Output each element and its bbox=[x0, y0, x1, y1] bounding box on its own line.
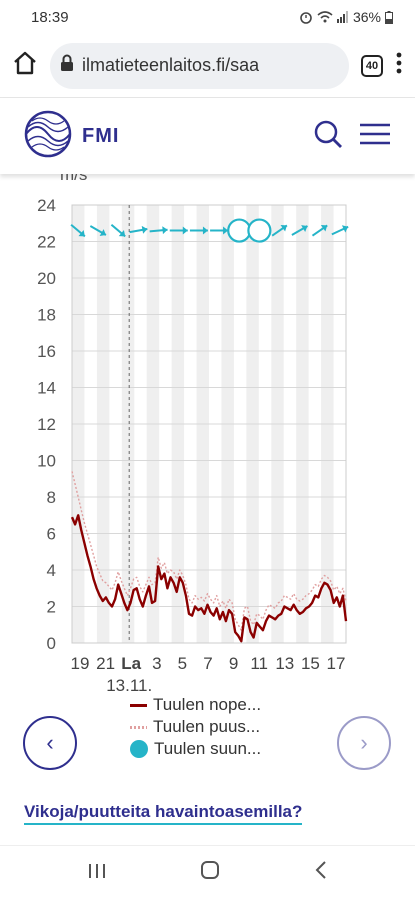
next-button[interactable]: › bbox=[337, 716, 391, 770]
previous-button[interactable]: ‹ bbox=[23, 716, 77, 770]
x-tick-label: 3 bbox=[152, 654, 161, 673]
y-tick-label: 24 bbox=[37, 196, 56, 215]
x-tick-label: 15 bbox=[301, 654, 320, 673]
x-tick-label: 7 bbox=[203, 654, 212, 673]
arrow-head bbox=[223, 226, 229, 235]
y-tick-label: 2 bbox=[47, 598, 56, 617]
legend-item-speed[interactable]: Tuulen nope... bbox=[130, 694, 261, 716]
arrow-head bbox=[280, 224, 287, 232]
android-nav-bar bbox=[0, 845, 415, 900]
recent-apps-icon[interactable] bbox=[87, 860, 107, 886]
x-tick-label: 21 bbox=[96, 654, 115, 673]
wind-chart: m/s 0 2 4 6 8 10 12 14 16 18 20 22 24 19 21 La 3 5 7 9 11 13 1… bbox=[0, 160, 415, 705]
arrow-head bbox=[341, 225, 349, 233]
wind-direction-arrow bbox=[149, 226, 168, 235]
battery-percent: 36% bbox=[352, 9, 381, 25]
legend-circle-icon bbox=[130, 740, 148, 758]
x-tick-label: 19 bbox=[71, 654, 90, 673]
wind-direction-arrow bbox=[169, 226, 188, 235]
day-label: 13.11. bbox=[106, 676, 152, 695]
station-faults-link[interactable]: Vikoja/puutteita havaintoasemilla? bbox=[24, 802, 303, 825]
arrow-head bbox=[301, 225, 308, 233]
site-header: FMI bbox=[0, 98, 415, 174]
more-menu-icon[interactable] bbox=[395, 52, 403, 79]
y-tick-label: 14 bbox=[37, 379, 56, 398]
wind-direction-arrow bbox=[189, 226, 208, 235]
chart-legend: Tuulen nope... Tuulen puus... Tuulen suu… bbox=[130, 694, 261, 760]
wind-direction-arrow bbox=[291, 225, 308, 236]
calm-circle bbox=[247, 218, 272, 243]
y-tick-label: 0 bbox=[47, 634, 56, 653]
x-tick-label: 5 bbox=[178, 654, 187, 673]
chevron-right-icon: › bbox=[360, 730, 368, 755]
logo-text: FMI bbox=[82, 124, 120, 147]
y-tick-label: 16 bbox=[37, 342, 56, 361]
arrow-head bbox=[202, 226, 208, 235]
legend-line-solid bbox=[130, 703, 147, 707]
wind-direction-arrow bbox=[311, 224, 328, 237]
y-tick-label: 12 bbox=[37, 415, 56, 434]
home-icon[interactable] bbox=[12, 50, 38, 81]
arrow-head bbox=[141, 225, 148, 234]
hamburger-menu-icon[interactable] bbox=[359, 122, 391, 151]
calm-circle bbox=[227, 218, 252, 243]
tab-switcher-button[interactable]: 40 bbox=[361, 54, 383, 77]
wifi-icon bbox=[317, 10, 333, 24]
x-tick-label: 17 bbox=[327, 654, 346, 673]
clock: 18:39 bbox=[31, 8, 69, 26]
legend-item-direction[interactable]: Tuulen suun... bbox=[130, 738, 261, 760]
legend-item-gust[interactable]: Tuulen puus... bbox=[130, 716, 261, 738]
address-bar[interactable]: ilmatieteenlaitos.fi/saa bbox=[50, 42, 349, 89]
wind-direction-arrow bbox=[110, 223, 126, 238]
browser-toolbar: ilmatieteenlaitos.fi/saa 40 bbox=[0, 34, 415, 98]
series-line bbox=[70, 514, 348, 643]
status-icons: 36% bbox=[299, 9, 393, 25]
home-nav-icon[interactable] bbox=[200, 860, 220, 886]
wind-direction-arrow bbox=[70, 223, 86, 238]
search-icon[interactable] bbox=[313, 119, 343, 154]
y-tick-label: 22 bbox=[37, 233, 56, 252]
wind-direction-arrow bbox=[271, 224, 288, 237]
lock-icon bbox=[60, 54, 74, 77]
y-tick-label: 8 bbox=[47, 488, 56, 507]
x-tick-label: 11 bbox=[250, 654, 268, 673]
y-tick-label: 10 bbox=[37, 452, 56, 471]
arrow-head bbox=[182, 226, 188, 235]
chevron-left-icon: ‹ bbox=[46, 730, 54, 755]
arrow-head bbox=[99, 229, 106, 237]
signal-icon bbox=[336, 11, 349, 23]
arrow-head bbox=[320, 224, 328, 232]
y-tick-label: 18 bbox=[37, 306, 56, 325]
x-tick-label: 9 bbox=[229, 654, 238, 673]
arrow-head bbox=[78, 230, 85, 237]
wind-direction-arrow bbox=[210, 226, 229, 235]
wind-direction-arrow bbox=[331, 225, 349, 236]
fmi-logo-icon[interactable] bbox=[24, 110, 72, 163]
x-tick-label: 13 bbox=[275, 654, 294, 673]
battery-icon bbox=[385, 10, 393, 24]
alarm-icon bbox=[299, 10, 313, 24]
legend-label: Tuulen suun... bbox=[154, 739, 262, 758]
legend-line-dotted bbox=[130, 725, 147, 729]
wind-direction-arrow bbox=[89, 225, 107, 237]
plot-border bbox=[71, 204, 347, 644]
legend-label: Tuulen nope... bbox=[153, 695, 262, 714]
legend-label: Tuulen puus... bbox=[153, 717, 261, 736]
arrow-head bbox=[162, 226, 168, 235]
y-tick-label: 4 bbox=[47, 561, 56, 580]
arrow-head bbox=[118, 230, 126, 237]
back-nav-icon[interactable] bbox=[314, 860, 328, 886]
url-text: ilmatieteenlaitos.fi/saa bbox=[82, 55, 260, 75]
y-tick-label: 20 bbox=[37, 269, 56, 288]
wind-direction-arrow bbox=[129, 225, 148, 234]
series-line bbox=[71, 471, 347, 631]
y-tick-label: 6 bbox=[47, 525, 56, 544]
x-tick-label: La bbox=[121, 654, 141, 673]
status-bar: 18:39 36% bbox=[0, 0, 415, 34]
